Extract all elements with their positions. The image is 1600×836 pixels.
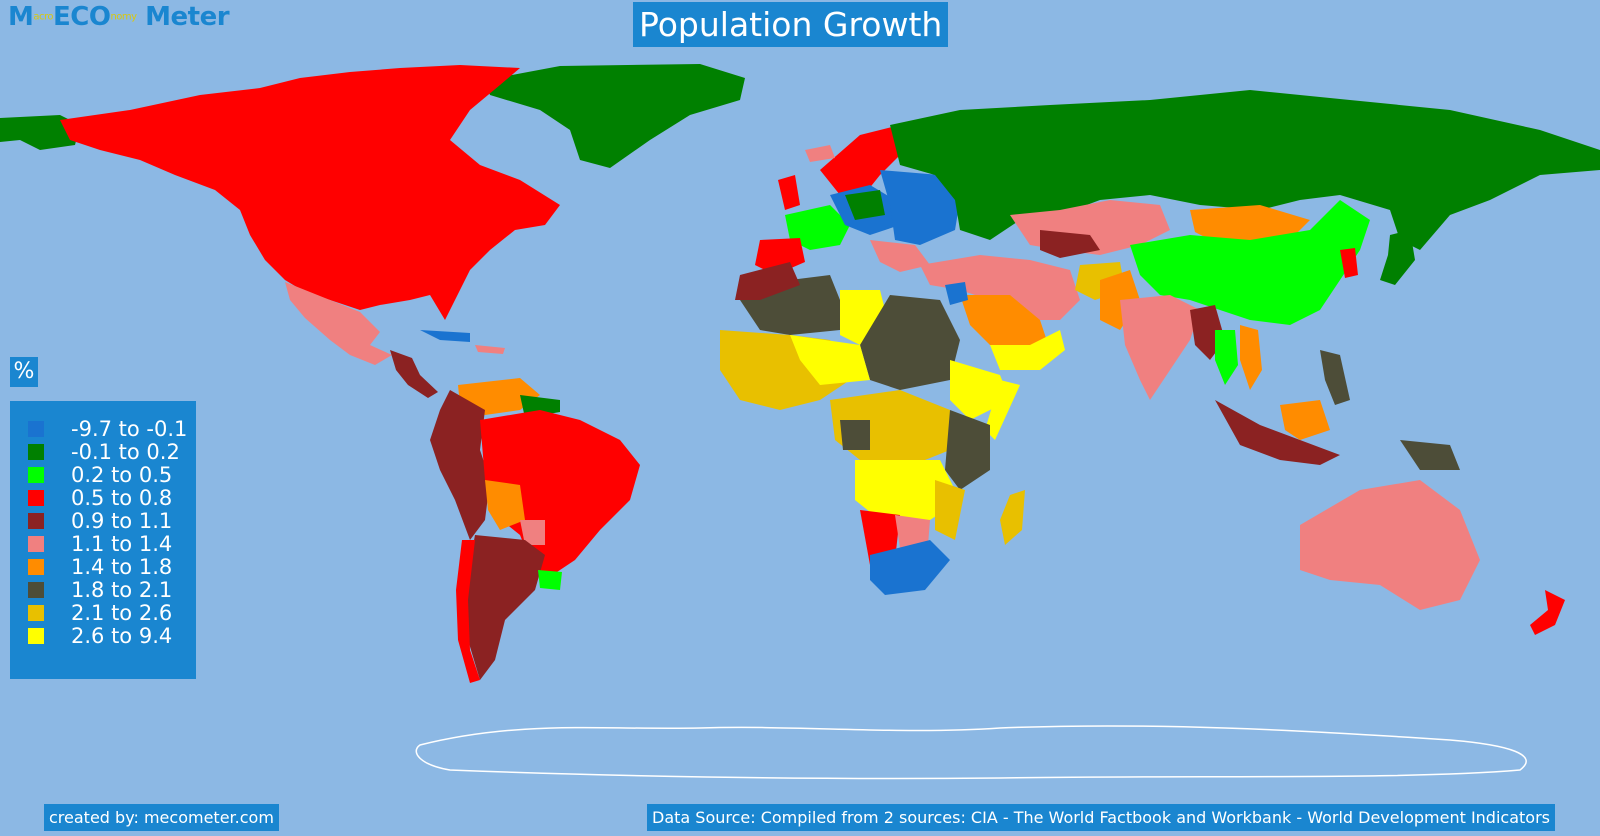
- region-east-europe: [880, 170, 960, 245]
- region-antarctica: [415, 725, 1527, 780]
- site-logo[interactable]: MacroECOnomy Meter: [8, 2, 230, 32]
- legend-label: 1.4 to 1.8: [71, 555, 173, 579]
- legend-item: 1.4 to 1.8: [28, 555, 196, 579]
- legend-item: -9.7 to -0.1: [28, 417, 196, 441]
- legend-item: 0.2 to 0.5: [28, 463, 196, 487]
- region-germany-poland: [845, 190, 885, 220]
- region-west-europe: [785, 205, 850, 250]
- region-south-africa: [870, 540, 950, 595]
- legend-swatch: [28, 490, 44, 506]
- legend-label: 0.9 to 1.1: [71, 509, 173, 533]
- region-sahel: [790, 335, 870, 385]
- legend-swatch: [28, 421, 44, 437]
- region-thailand: [1215, 330, 1238, 385]
- region-botswana: [895, 515, 930, 548]
- region-somalia: [985, 380, 1020, 440]
- legend-item: 1.8 to 2.1: [28, 578, 196, 602]
- region-southern-africa-mid: [855, 460, 960, 520]
- legend-swatch: [28, 536, 44, 552]
- credit-link[interactable]: created by: mecometer.com: [44, 804, 279, 831]
- region-greenland: [485, 64, 745, 168]
- legend-label: 2.6 to 9.4: [71, 624, 173, 648]
- region-uk: [778, 175, 800, 210]
- region-australia: [1300, 480, 1480, 610]
- legend-item: 0.9 to 1.1: [28, 509, 196, 533]
- region-borneo: [1280, 400, 1330, 440]
- region-turkey-iran: [920, 255, 1080, 320]
- region-saudi: [960, 295, 1050, 360]
- region-new-zealand: [1530, 590, 1565, 635]
- data-source: Data Source: Compiled from 2 sources: CI…: [647, 804, 1555, 831]
- region-india: [1120, 295, 1200, 400]
- region-vietnam: [1240, 325, 1262, 390]
- region-madagascar: [1000, 490, 1025, 545]
- region-iberia: [755, 238, 805, 275]
- legend-swatch: [28, 467, 44, 483]
- legend-unit: %: [10, 357, 38, 387]
- region-central-america: [390, 350, 438, 398]
- region-paraguay: [520, 520, 545, 545]
- region-caribbean: [475, 345, 505, 354]
- region-brazil: [480, 410, 640, 580]
- legend-swatch: [28, 628, 44, 644]
- region-levant: [945, 282, 968, 305]
- legend-label: -9.7 to -0.1: [71, 417, 188, 441]
- region-mozambique: [935, 480, 965, 540]
- region-east-africa: [945, 410, 990, 490]
- region-venezuela: [458, 378, 540, 415]
- region-north-america: [60, 65, 560, 320]
- region-japan: [1380, 230, 1415, 285]
- region-egypt-sudan: [860, 295, 960, 390]
- legend-label: 1.1 to 1.4: [71, 532, 173, 556]
- region-scandinavia: [820, 125, 905, 200]
- legend-label: 2.1 to 2.6: [71, 601, 173, 625]
- legend-swatch: [28, 582, 44, 598]
- region-korea: [1340, 248, 1358, 278]
- region-alaska: [0, 115, 80, 150]
- region-indonesia: [1215, 400, 1340, 465]
- region-chile: [456, 540, 480, 683]
- region-argentina: [465, 535, 545, 680]
- legend-label: -0.1 to 0.2: [71, 440, 180, 464]
- legend-item: 2.1 to 2.6: [28, 601, 196, 625]
- region-caucasus: [1040, 230, 1100, 258]
- legend-swatch: [28, 513, 44, 529]
- legend-label: 1.8 to 2.1: [71, 578, 173, 602]
- region-mexico: [285, 282, 392, 365]
- legend-label: 0.5 to 0.8: [71, 486, 173, 510]
- legend-item: 2.6 to 9.4: [28, 624, 196, 648]
- region-balkans: [870, 240, 930, 272]
- legend: -9.7 to -0.1 -0.1 to 0.2 0.2 to 0.5 0.5 …: [10, 401, 196, 679]
- legend-label: 0.2 to 0.5: [71, 463, 173, 487]
- region-png: [1400, 440, 1460, 470]
- region-uruguay: [538, 570, 562, 590]
- region-yemen-oman: [990, 330, 1065, 370]
- region-philippines: [1320, 350, 1350, 405]
- region-gabon: [840, 420, 870, 450]
- page-title: Population Growth: [633, 2, 949, 47]
- legend-swatch: [28, 444, 44, 460]
- legend-swatch: [28, 605, 44, 621]
- region-iceland: [805, 145, 835, 162]
- region-colombia-peru: [430, 390, 490, 540]
- legend-item: 1.1 to 1.4: [28, 532, 196, 556]
- region-morocco: [735, 262, 800, 300]
- legend-swatch: [28, 559, 44, 575]
- legend-item: 0.5 to 0.8: [28, 486, 196, 510]
- region-bolivia: [485, 480, 525, 530]
- region-cuba: [420, 330, 470, 342]
- legend-item: -0.1 to 0.2: [28, 440, 196, 464]
- region-china: [1130, 200, 1370, 325]
